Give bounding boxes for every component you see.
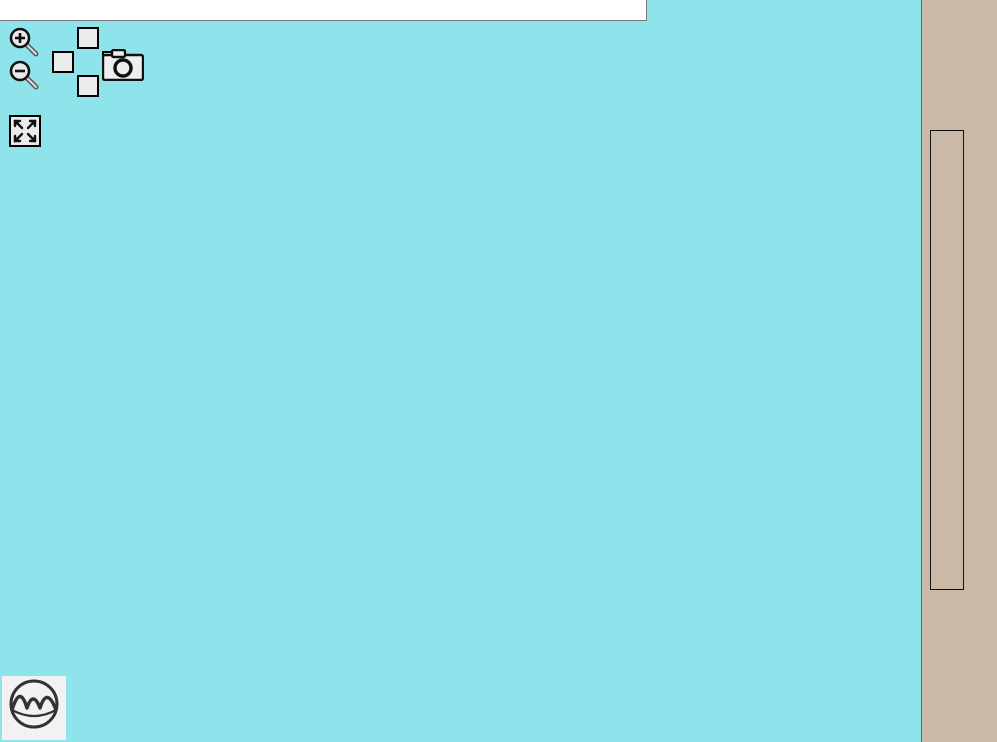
fullscreen-icon[interactable] bbox=[9, 115, 41, 147]
map-title-bar bbox=[0, 0, 647, 21]
colorbar-tick-labels bbox=[966, 100, 997, 620]
colorbar-top-cap bbox=[930, 100, 964, 131]
map-toolbar[interactable] bbox=[0, 22, 150, 147]
metmaps-logo bbox=[2, 676, 66, 740]
colorbar-bottom-cap bbox=[930, 589, 964, 620]
camera-icon[interactable] bbox=[101, 48, 145, 82]
map-viewport[interactable] bbox=[0, 0, 921, 742]
zoom-in-icon[interactable] bbox=[9, 27, 39, 57]
legend-panel bbox=[921, 0, 997, 742]
pan-down-button[interactable] bbox=[77, 75, 99, 97]
pan-left-button[interactable] bbox=[52, 51, 74, 73]
colorbar-bands bbox=[930, 130, 964, 590]
colorbar bbox=[930, 100, 964, 620]
pan-up-button[interactable] bbox=[77, 27, 99, 49]
weather-map-canvas[interactable] bbox=[0, 0, 921, 742]
zoom-out-icon[interactable] bbox=[9, 60, 39, 90]
